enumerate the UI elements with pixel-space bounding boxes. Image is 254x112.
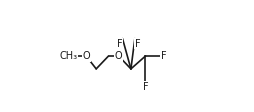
Text: F: F [161, 51, 167, 61]
Text: F: F [117, 39, 122, 49]
Text: O: O [82, 51, 90, 61]
Text: F: F [143, 82, 148, 92]
Text: CH₃: CH₃ [59, 51, 77, 61]
Text: F: F [135, 39, 140, 49]
Text: O: O [115, 51, 122, 61]
